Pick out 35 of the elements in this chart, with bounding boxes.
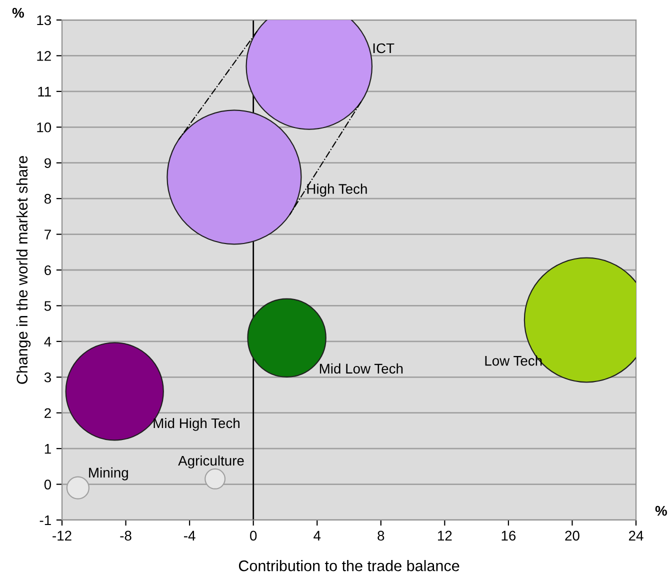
x-tick-label: -8	[120, 530, 132, 541]
x-tick-label: 20	[565, 530, 580, 541]
text: %	[655, 506, 667, 516]
y-tick-label: 12	[37, 51, 51, 61]
y-axis-title: Change in the world market share	[16, 156, 31, 384]
y-tick-label: 10	[37, 122, 52, 132]
x-tick-label: -4	[184, 530, 196, 540]
series-label: Mid High Tech	[154, 418, 240, 431]
y-tick-label: 0	[44, 480, 52, 490]
y-tick-label: 2	[44, 408, 51, 418]
y-tick-label: 6	[44, 265, 51, 276]
x-tick-label: 12	[438, 530, 452, 540]
x-tick-label: 24	[628, 530, 644, 540]
y-tick-label: 13	[37, 15, 51, 26]
y-tick-label: 4	[44, 336, 52, 346]
x-tick-label: -12	[52, 530, 72, 540]
y-tick-label: 7	[44, 230, 51, 240]
series-label: Mining	[89, 467, 128, 480]
series-label: ICT	[373, 43, 394, 54]
x-tick-label: 8	[378, 530, 384, 541]
series-label: Agriculture	[178, 455, 244, 468]
y-tick-label: 5	[44, 301, 51, 311]
x-tick-label: 16	[502, 530, 516, 541]
series-label: High Tech	[307, 184, 367, 197]
y-tick-label: 3	[44, 372, 51, 382]
y-tick-label: 11	[38, 86, 51, 96]
y-tick-label: -1	[40, 515, 51, 526]
x-tick-label: 4	[314, 530, 321, 540]
x-axis-title: Contribution to the trade balance	[238, 560, 460, 572]
text: %	[12, 8, 24, 18]
y-tick-label: 8	[44, 194, 51, 204]
y-tick-label: 1	[44, 444, 51, 454]
y-tick-label: 9	[44, 158, 51, 168]
x-tick-label: 0	[250, 530, 257, 541]
series-label: Mid Low Tech	[320, 363, 403, 374]
